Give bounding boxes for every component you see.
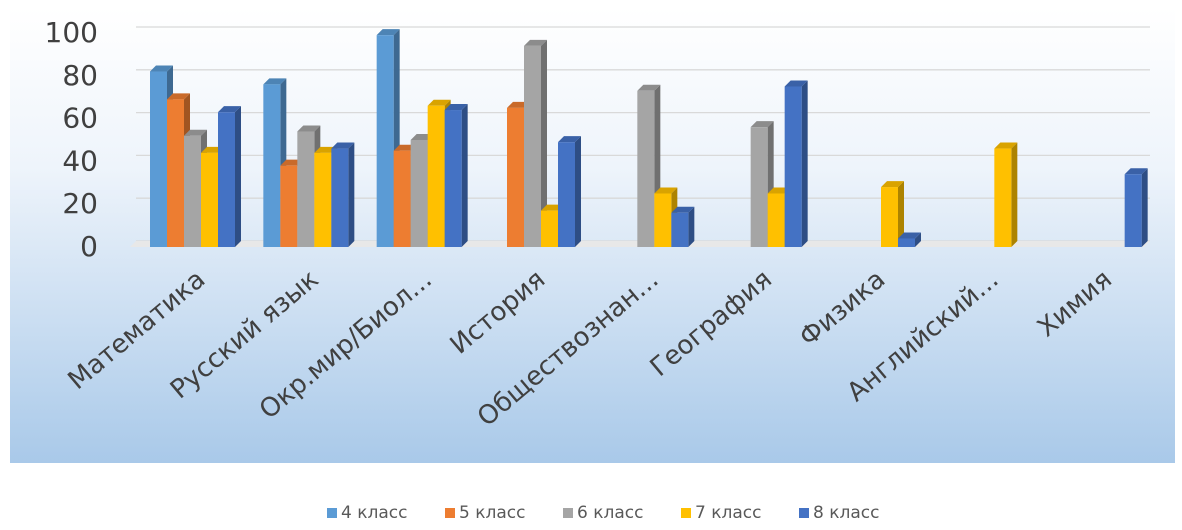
legend-item: 6 класс — [563, 503, 643, 523]
bar — [331, 142, 355, 247]
legend-item: 5 класс — [445, 503, 525, 523]
bar — [558, 136, 581, 247]
bar — [524, 39, 547, 248]
bar — [881, 181, 904, 247]
bar — [898, 232, 921, 247]
y-axis: 0 20 40 60 80 100 — [45, 16, 98, 263]
legend-label: 8 класс — [813, 503, 879, 523]
bar — [444, 104, 468, 247]
legend-label: 5 класс — [459, 503, 525, 523]
bars — [150, 29, 1148, 248]
legend-label: 4 класс — [341, 503, 407, 523]
y-tick-label: 100 — [45, 16, 98, 49]
legend-item: 7 класс — [681, 503, 761, 523]
bar — [1124, 168, 1148, 247]
legend-label: 6 класс — [577, 503, 643, 523]
bar — [994, 142, 1018, 247]
legend: 4 класс 5 класс 6 класс 7 класс 8 класс — [327, 503, 879, 523]
legend-swatch — [799, 508, 809, 518]
y-tick-label: 60 — [62, 102, 98, 135]
y-tick-label: 80 — [62, 59, 98, 92]
legend-swatch — [563, 508, 573, 518]
legend-label: 7 класс — [695, 503, 761, 523]
y-tick-label: 0 — [80, 230, 98, 263]
legend-swatch — [681, 508, 691, 518]
bar — [671, 206, 695, 247]
legend-item: 4 класс — [327, 503, 407, 523]
legend-item: 8 класс — [799, 503, 879, 523]
legend-swatch — [327, 508, 337, 518]
bar — [784, 80, 808, 247]
legend-swatch — [445, 508, 455, 518]
y-tick-label: 40 — [62, 144, 98, 177]
bar — [218, 106, 241, 248]
y-tick-label: 20 — [62, 187, 98, 220]
